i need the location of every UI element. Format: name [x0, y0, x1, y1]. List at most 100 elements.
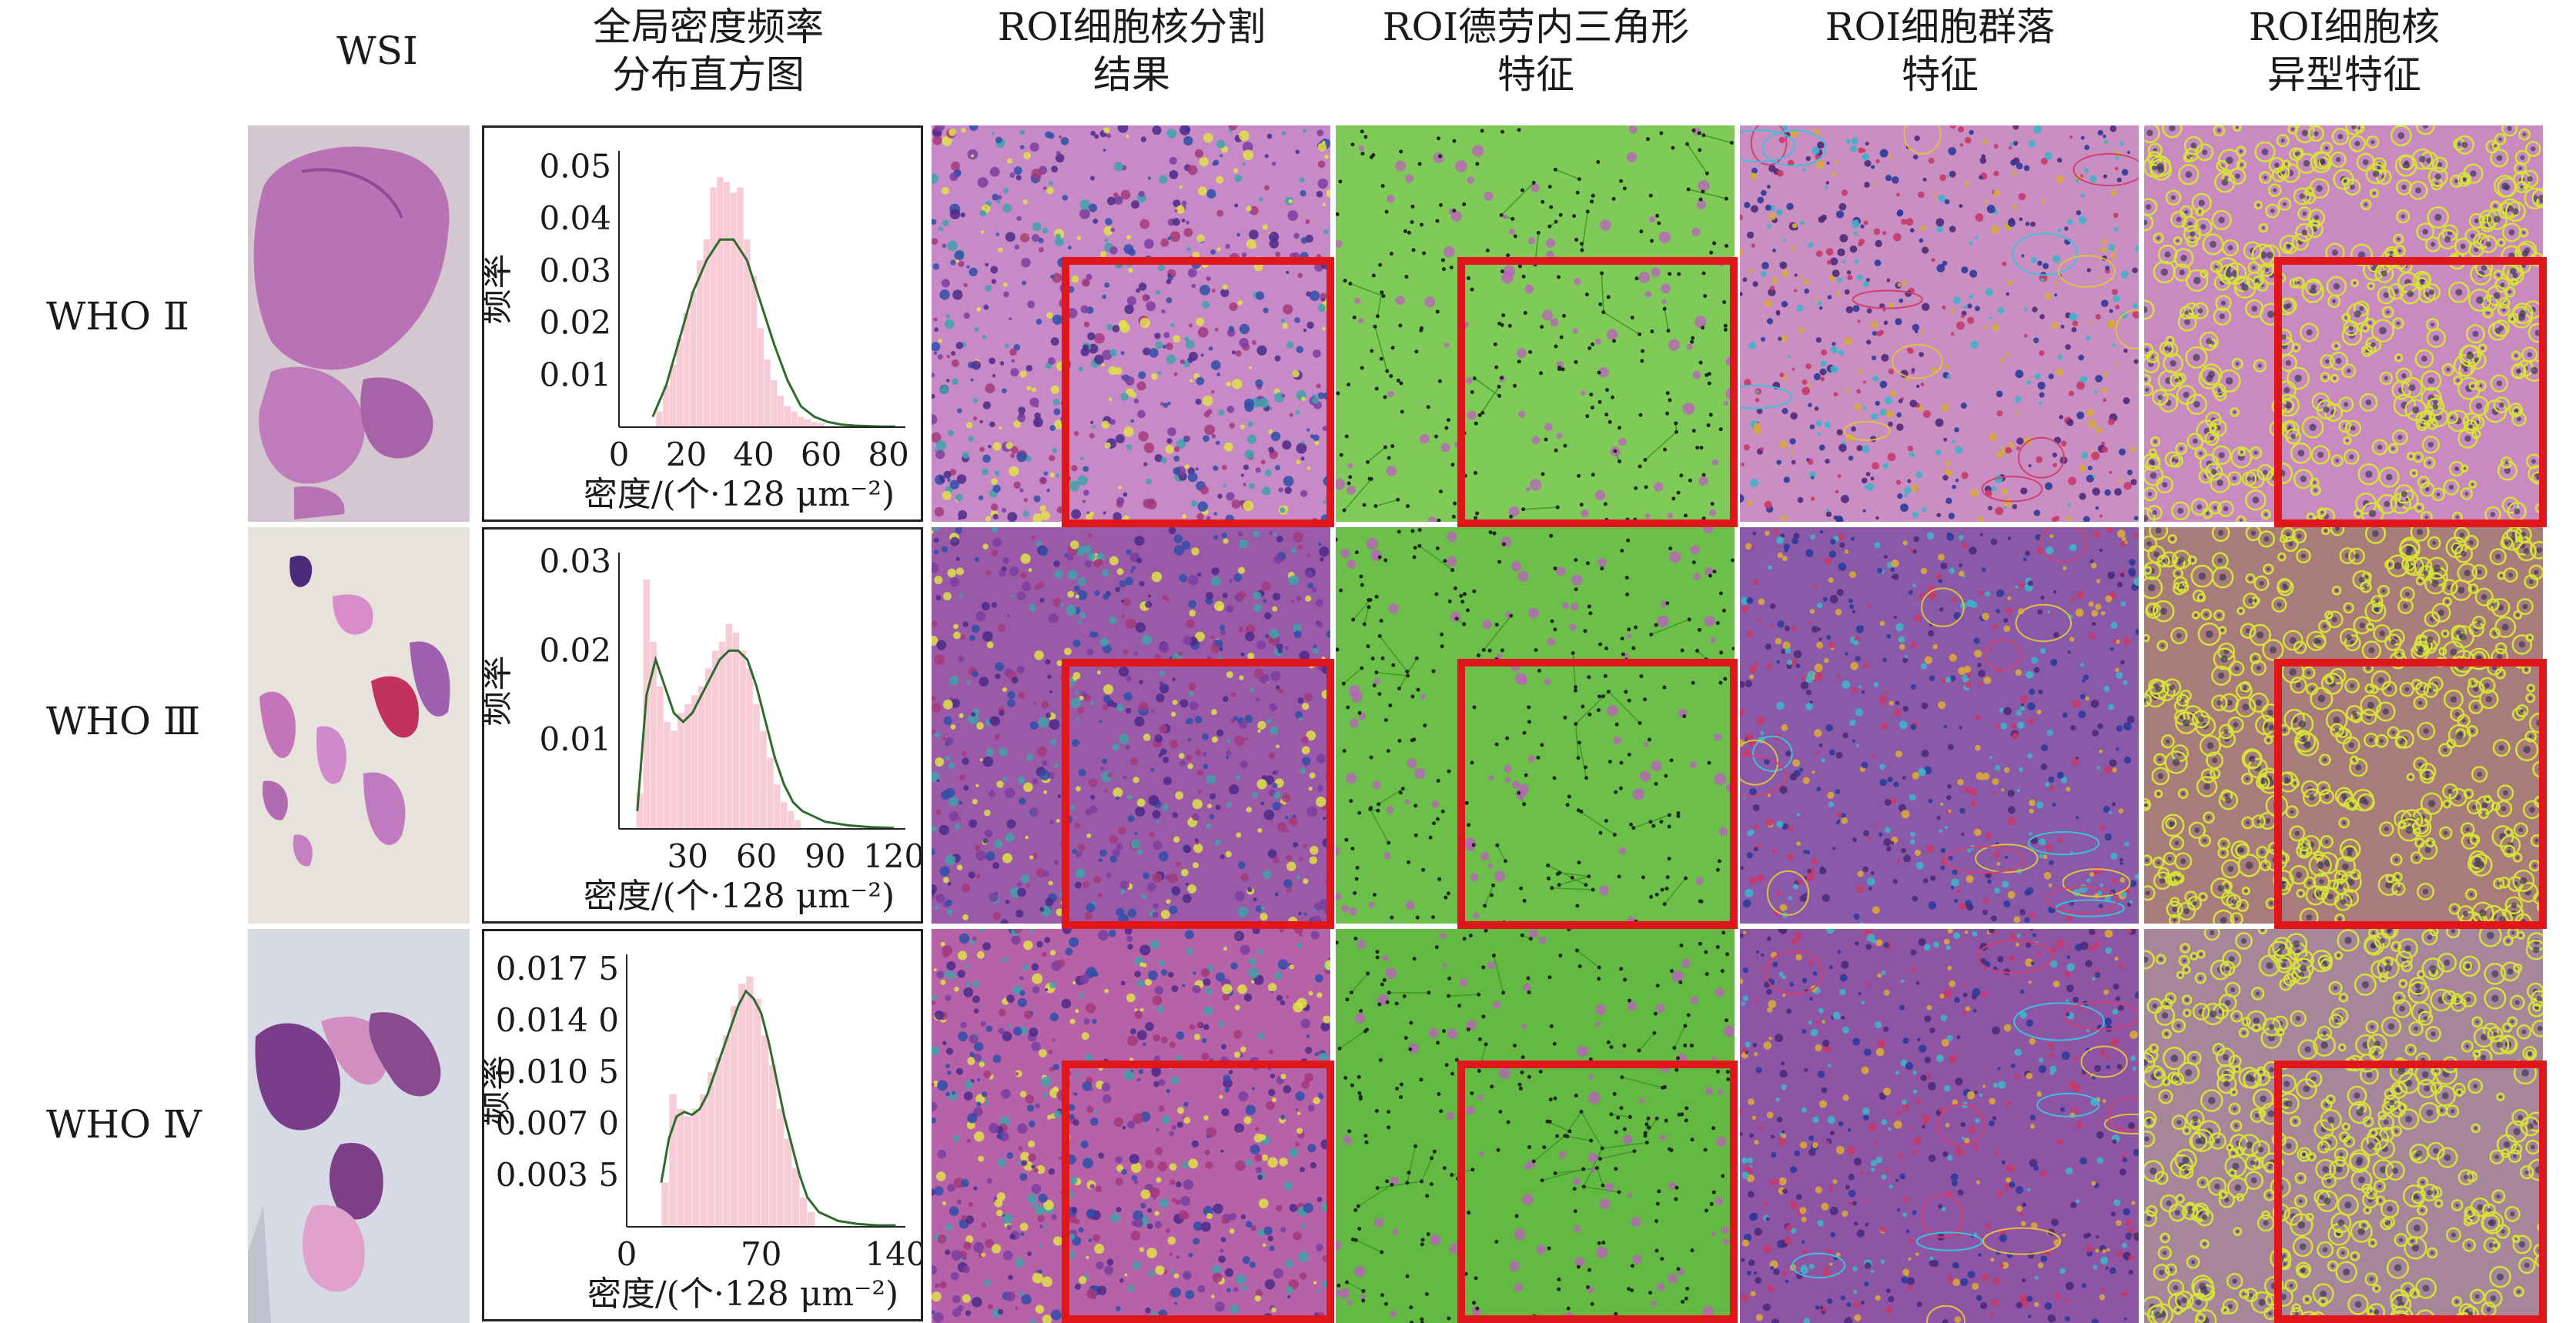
histogram-bar [661, 1182, 669, 1227]
x-axis-label: 密度/(个·128 μm⁻²) [587, 1275, 898, 1314]
y-tick-label: 0.04 [539, 199, 611, 237]
histogram-bar [717, 176, 724, 427]
histogram-bar [723, 1035, 731, 1227]
header-histogram-line2: 分布直方图 [612, 52, 805, 97]
x-tick-label: 0 [617, 1235, 637, 1273]
histogram-bar [744, 239, 751, 427]
histogram-who-3: 30 60 90 120 0.01 0.02 0.03 密度/(个·128 μm⁻²) 频率 [474, 527, 925, 924]
histogram-bar [650, 641, 657, 829]
kde-curve [660, 989, 896, 1227]
histogram-bar [784, 406, 791, 427]
histogram-bar [784, 1138, 792, 1227]
x-tick-label: 40 [733, 436, 774, 473]
wsi-thumbnail-who-4 [248, 929, 470, 1323]
community-image-who-2 [1740, 125, 2139, 522]
community-texture [1740, 929, 2139, 1323]
histogram-bar [804, 419, 811, 427]
histogram-bar [657, 686, 664, 829]
y-tick-label: 0.05 [539, 147, 611, 185]
histogram-bar [737, 187, 744, 427]
y-tick-label: 0.03 [539, 252, 611, 289]
histogram-bar [676, 338, 683, 427]
header-segmentation-line1: ROI细胞核分割 [997, 5, 1266, 49]
header-atypia-line1: ROI细胞核 [2248, 5, 2441, 49]
y-axis-label: 频率 [484, 254, 516, 325]
histogram-bar [656, 411, 663, 427]
histogram-bar [754, 998, 761, 1227]
histogram-bar [794, 820, 801, 829]
histogram-who-4: 0 70 140 0.003 5 0.007 0 0.010 5 0.014 0 0.017 … [473, 929, 927, 1321]
community-texture [1740, 125, 2139, 522]
histogram-bar [818, 423, 825, 427]
header-delaunay-line2: 特征 [1497, 52, 1574, 97]
kde-curve [651, 238, 895, 428]
histogram-bar [746, 976, 754, 1227]
histogram-bar [750, 276, 758, 427]
segmentation-image-who-2 [932, 125, 1330, 522]
atypia-image-who-2 [2144, 125, 2543, 522]
wsi-thumbnail-who-2 [248, 125, 470, 522]
histogram-bar [807, 1211, 815, 1227]
y-tick-label: 0.02 [539, 631, 611, 669]
histogram-bar [723, 182, 731, 427]
roi-box-atypia-who-4 [2274, 1061, 2547, 1323]
histogram-bar [684, 1116, 692, 1227]
atypia-texture [2144, 527, 2543, 924]
y-tick-label: 0.014 0 [496, 1001, 619, 1039]
seg-texture [932, 125, 1330, 522]
delaunay-image-who-2 [1336, 125, 1735, 522]
delaunay-texture [1336, 527, 1735, 924]
histogram-bar [690, 291, 697, 427]
roi-box-seg-who-4 [1062, 1061, 1334, 1323]
header-wsi: WSI [254, 5, 500, 97]
roi-box-seg-who-2 [1062, 257, 1334, 527]
histogram-bar [692, 1108, 700, 1227]
histogram-bar [704, 668, 712, 829]
histogram-bar [738, 984, 746, 1227]
segmentation-image-who-3 [932, 527, 1330, 924]
roi-box-atypia-who-2 [2274, 257, 2547, 527]
header-segmentation-line2: 结果 [1093, 52, 1170, 97]
histogram-bar [710, 187, 717, 427]
histogram-bar [691, 695, 698, 829]
histogram-bar [777, 396, 785, 427]
histogram-bar [791, 1168, 800, 1227]
community-image-who-4 [1740, 929, 2139, 1323]
histogram-bar [718, 641, 726, 829]
histogram-bar [787, 810, 795, 829]
x-tick-label: 70 [741, 1235, 781, 1273]
x-tick-label: 30 [667, 837, 708, 875]
histogram-bar [767, 757, 774, 829]
histogram-bar [764, 359, 771, 427]
delaunay-texture [1336, 125, 1735, 522]
histogram-bar [798, 416, 805, 427]
histogram-bar [799, 1197, 808, 1227]
header-wsi-line1: WSI [336, 28, 418, 73]
histogram-bar [757, 328, 764, 427]
x-tick-label: 90 [805, 837, 845, 875]
histogram-bar [683, 312, 690, 427]
y-tick-label: 0.02 [539, 304, 611, 342]
histogram-bar [677, 713, 684, 829]
header-atypia-line2: 异型特征 [2267, 52, 2421, 97]
histogram-bar [730, 192, 737, 427]
x-tick-label: 120 [863, 837, 921, 875]
histogram-bar [791, 411, 798, 427]
y-axis-label: 频率 [484, 1055, 514, 1126]
histogram-bar [711, 650, 719, 829]
histogram-bar [776, 1108, 785, 1227]
atypia-texture [2144, 929, 2543, 1323]
histogram-bar [715, 1057, 723, 1227]
histogram-bar [768, 1064, 777, 1227]
histogram-bar [811, 422, 818, 427]
segmentation-image-who-4 [932, 929, 1330, 1323]
atypia-texture [2144, 125, 2543, 522]
header-atypia: ROI细胞核 异型特征 [2144, 5, 2544, 97]
histogram-bar [703, 239, 710, 427]
roi-box-delaunay-who-3 [1457, 659, 1738, 929]
x-axis-label: 密度/(个·128 μm⁻²) [584, 877, 895, 916]
x-tick-label: 20 [666, 436, 707, 473]
y-tick-label: 0.003 5 [496, 1156, 619, 1194]
histogram-bar [669, 1094, 677, 1227]
header-histogram-line1: 全局密度频率 [593, 5, 824, 49]
